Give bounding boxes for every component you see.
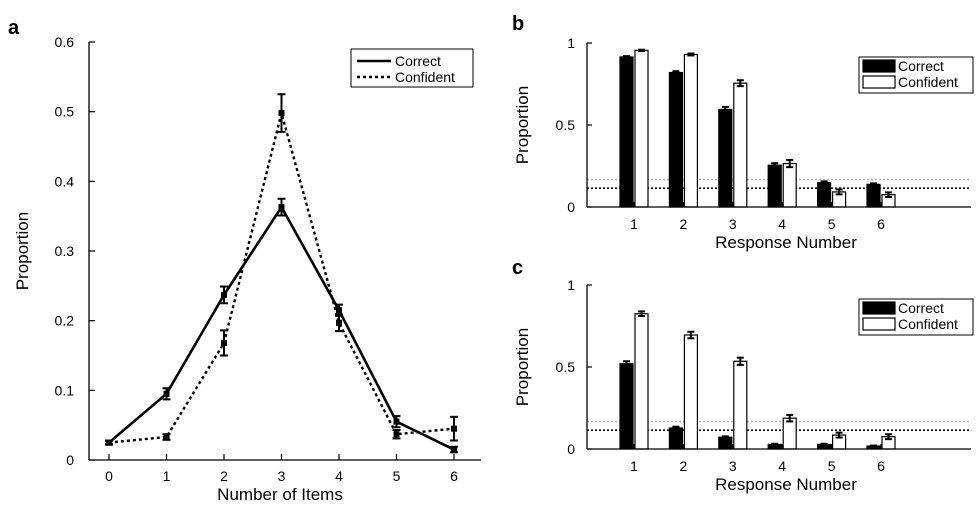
panel-a: a 0 1 2 3 4 5 6 0 0.1 0.2 0.3 0.4 0.5 0.6 Number of It… <box>8 17 481 504</box>
x-tick-label: 1 <box>630 458 638 474</box>
legend-label-confident: Confident <box>898 74 958 90</box>
y-tick-label: 0.5 <box>556 117 576 133</box>
panel-letter-a: a <box>8 17 20 39</box>
data-point-confident <box>336 319 342 326</box>
data-point-correct <box>393 418 400 425</box>
legend-swatch-confident <box>862 75 896 89</box>
x-tick-label: 4 <box>778 216 786 232</box>
x-tick-label: 6 <box>450 468 458 484</box>
x-tick-label: 0 <box>105 468 113 484</box>
data-point-confident <box>163 434 170 441</box>
legend-label-correct: Correct <box>898 58 944 74</box>
legend-swatch-correct <box>862 301 896 315</box>
panel-b: b 1 2 3 4 5 6 0 0.5 1 Response Number Proportion Co… <box>512 13 974 252</box>
legend-label-confident: Confident <box>395 69 455 85</box>
x-tick-label: 2 <box>680 216 688 232</box>
bar-confident <box>733 82 748 208</box>
data-point-correct <box>278 204 285 211</box>
x-tick-label: 2 <box>680 458 688 474</box>
series-line-correct <box>108 204 455 451</box>
x-tick-label: 1 <box>630 216 638 232</box>
x-tick-label: 3 <box>729 458 737 474</box>
data-point-confident <box>221 339 227 346</box>
bar-confident <box>782 417 797 450</box>
data-point-confident <box>278 110 285 117</box>
y-tick-label: 0 <box>66 452 74 468</box>
x-tick-label: 1 <box>163 468 171 484</box>
data-point-correct <box>451 446 457 453</box>
y-tick-label: 0.3 <box>55 243 75 259</box>
x-axis-label: Response Number <box>715 475 857 494</box>
y-tick-label: 0.5 <box>556 359 576 375</box>
x-tick-label: 5 <box>393 468 401 484</box>
x-tick-label: 3 <box>729 216 737 232</box>
x-axis-label: Response Number <box>715 233 857 252</box>
bar-correct <box>619 56 634 208</box>
bar-correct <box>668 71 684 208</box>
legend-label-confident: Confident <box>898 316 958 332</box>
x-tick-label: 4 <box>778 458 786 474</box>
y-tick-label: 1 <box>567 35 575 51</box>
y-axis-label: Proportion <box>13 212 32 290</box>
x-tick-label: 3 <box>278 468 286 484</box>
data-point-confident <box>451 425 457 432</box>
data-point-correct <box>163 390 170 397</box>
bar-correct <box>668 427 684 450</box>
legend-label-correct: Correct <box>395 53 441 69</box>
bar-correct <box>767 164 782 208</box>
bar-confident <box>683 334 699 450</box>
y-tick-label: 1 <box>567 277 575 293</box>
bar-confident <box>733 360 748 450</box>
legend-swatch-confident <box>862 317 896 331</box>
y-tick-label: 0.1 <box>55 382 75 398</box>
panel-letter-b: b <box>512 13 524 35</box>
bar-confident <box>683 53 699 208</box>
y-tick-label: 0.4 <box>55 173 75 189</box>
x-tick-label: 6 <box>877 458 885 474</box>
x-tick-label: 6 <box>877 216 885 232</box>
legend-label-correct: Correct <box>898 300 944 316</box>
data-point-confident <box>393 431 400 438</box>
y-axis-label: Proportion <box>513 328 532 406</box>
bar-confident <box>634 49 649 208</box>
bar-correct <box>816 182 832 208</box>
y-tick-label: 0.5 <box>55 104 75 120</box>
bar-correct <box>866 183 881 208</box>
y-tick-label: 0 <box>567 199 575 215</box>
x-tick-label: 4 <box>335 468 343 484</box>
x-axis-label: Number of Items <box>217 485 343 504</box>
legend-box <box>350 48 474 88</box>
legend-swatch-correct <box>862 59 896 73</box>
data-point-confident <box>106 439 112 446</box>
x-tick-label: 2 <box>220 468 228 484</box>
data-point-correct <box>336 307 342 314</box>
bar-confident <box>782 162 797 208</box>
bar-confident <box>634 313 649 450</box>
y-tick-label: 0.6 <box>55 34 75 50</box>
y-tick-label: 0 <box>567 441 575 457</box>
bar-correct <box>718 108 733 208</box>
y-axis-label: Proportion <box>513 86 532 164</box>
panel-c: c 1 2 3 4 5 6 0 0.5 1 Response Number Proportion Co… <box>512 257 974 494</box>
x-tick-label: 5 <box>828 216 836 232</box>
bar-correct <box>619 363 634 450</box>
panel-letter-c: c <box>512 257 523 279</box>
series-line-confident <box>108 108 455 444</box>
x-tick-label: 5 <box>828 458 836 474</box>
y-tick-label: 0.2 <box>55 313 75 329</box>
data-point-correct <box>221 291 227 298</box>
